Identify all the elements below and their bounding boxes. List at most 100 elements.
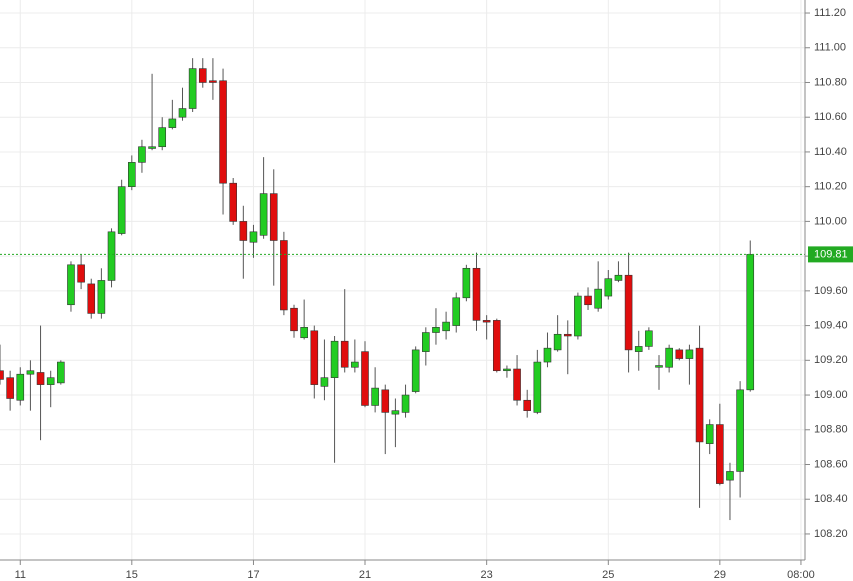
- price-label-box: [808, 246, 853, 263]
- x-tick-label: 11: [15, 569, 26, 581]
- candle-body: [563, 333, 572, 337]
- candle-body: [138, 146, 146, 163]
- candle-body: [645, 330, 653, 347]
- y-tick-label: 111.00: [814, 42, 846, 54]
- x-tick-label: 15: [126, 569, 138, 581]
- x-tick-label: 08:00: [787, 569, 815, 581]
- plot-area: [0, 0, 805, 560]
- candle-body: [422, 332, 430, 352]
- candle-body: [209, 80, 217, 83]
- candle-body: [117, 186, 126, 234]
- candle-body: [391, 410, 400, 415]
- candle-body: [543, 347, 552, 363]
- y-tick-label: 110.80: [814, 76, 847, 88]
- y-tick-label: 108.40: [814, 493, 848, 505]
- candle-body: [259, 193, 268, 236]
- candle-body: [351, 361, 359, 368]
- candle-body: [574, 295, 582, 337]
- candle-body: [128, 162, 136, 187]
- candle-body: [401, 394, 410, 413]
- candle-body: [726, 471, 734, 481]
- y-tick-label: 108.20: [814, 528, 848, 540]
- candle-body: [97, 280, 106, 314]
- candle-body: [300, 327, 308, 339]
- candle-body: [269, 193, 278, 241]
- candle-body: [249, 231, 258, 243]
- candle-body: [36, 372, 45, 385]
- candle-body: [229, 182, 237, 222]
- candle-body: [665, 347, 673, 368]
- time-axis: 11 15 17 21 23 25 29 08:00: [0, 559, 815, 581]
- candle-body: [330, 340, 339, 378]
- candle-body: [107, 231, 116, 281]
- candle-body: [57, 361, 65, 384]
- candle-body: [381, 389, 390, 413]
- y-tick-label: 110.40: [814, 146, 847, 158]
- candle-body: [523, 399, 532, 411]
- candle-body: [239, 221, 248, 241]
- candle-body: [492, 320, 501, 372]
- candle-body: [188, 68, 197, 109]
- y-tick-label: 110.20: [814, 181, 847, 193]
- candle-body: [280, 240, 288, 311]
- candle-body: [371, 387, 379, 406]
- candle-body: [67, 264, 75, 306]
- candle-body: [290, 307, 298, 332]
- price-axis: 108.20 108.40 108.60 108.80 109.00 109.20 109.…: [804, 0, 853, 581]
- candle-body: [0, 370, 4, 380]
- price-label: 109.81: [814, 248, 848, 260]
- candle-body: [432, 327, 440, 333]
- candle-body: [452, 297, 461, 326]
- candle-body: [513, 368, 521, 401]
- candle-body: [310, 330, 319, 385]
- candle-body: [716, 424, 724, 484]
- x-tick-label: 21: [359, 569, 371, 581]
- candle-body: [533, 361, 542, 413]
- y-tick-label: 109.40: [814, 319, 848, 331]
- candle-body: [675, 349, 684, 359]
- y-tick-label: 109.20: [814, 354, 848, 366]
- candle-body: [695, 347, 704, 443]
- candle-body: [594, 288, 602, 309]
- candle-body: [655, 365, 663, 368]
- candle-body: [604, 278, 613, 297]
- candle-body: [746, 254, 755, 391]
- candle-body: [26, 370, 35, 375]
- candle-body: [614, 274, 623, 281]
- y-tick-label: 108.60: [814, 458, 848, 470]
- candle-body: [553, 333, 562, 351]
- candle-body: [178, 108, 187, 118]
- y-tick-label: 110.60: [814, 111, 847, 123]
- candle-body: [634, 346, 643, 352]
- candle-body: [411, 349, 420, 392]
- y-tick-label: 109.00: [814, 389, 848, 401]
- candle-body: [6, 377, 14, 399]
- axis-background: [805, 0, 853, 581]
- y-tick-label: 108.80: [814, 424, 848, 436]
- candle-body: [482, 320, 491, 323]
- candle-body: [148, 146, 156, 149]
- candle-body: [472, 267, 481, 321]
- candle-body: [198, 68, 207, 83]
- candle-body: [584, 295, 592, 306]
- candle-body: [16, 373, 25, 401]
- y-tick-label: 110.00: [814, 215, 847, 227]
- x-tick-label: 23: [481, 569, 493, 581]
- candle-body: [462, 267, 471, 299]
- candle-body: [77, 264, 85, 283]
- candle-body: [361, 351, 369, 406]
- x-tick-label: 25: [602, 569, 614, 581]
- candle-body: [685, 349, 694, 359]
- candle-body: [46, 377, 55, 385]
- candle-body: [219, 80, 227, 184]
- candle-body: [158, 127, 167, 148]
- candle-body: [168, 118, 177, 128]
- candle-body: [320, 377, 329, 387]
- x-tick-label: 29: [714, 569, 726, 581]
- x-tick-label: 17: [247, 569, 259, 581]
- candle-body: [705, 424, 714, 444]
- candle-body: [340, 340, 349, 368]
- candle-body: [736, 389, 744, 472]
- y-tick-label: 109.60: [814, 285, 848, 297]
